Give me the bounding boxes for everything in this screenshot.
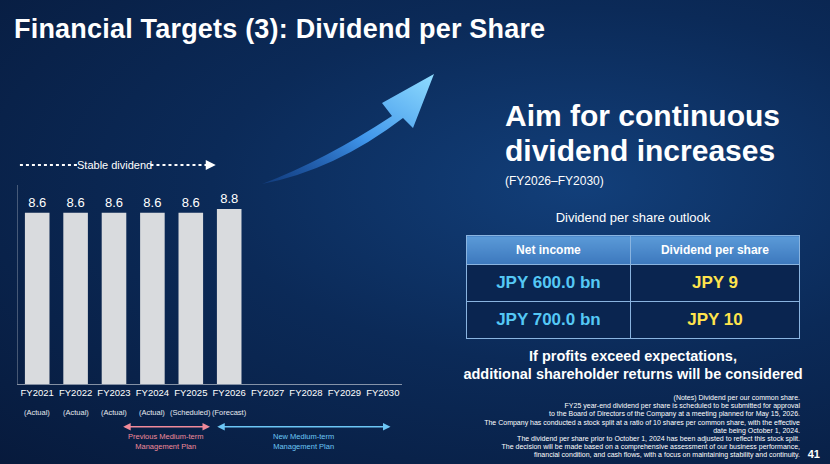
svg-text:8.6: 8.6 <box>105 195 123 210</box>
html-text:Dividend per share outlook: Dividend per share outlook <box>555 210 711 225</box>
html-text:Dividend per share: Dividend per share <box>660 243 769 257</box>
svg-text:FY2030: FY2030 <box>366 387 399 398</box>
svg-text:8.6: 8.6 <box>182 195 200 210</box>
svg-text:(Actual): (Actual) <box>24 408 50 417</box>
html-text:Aim for continuous dividend in: Aim for continuous dividend increases <box>505 99 780 167</box>
html-text:to the Board of Directors of t: to the Board of Directors of the Company… <box>549 410 800 418</box>
svg-text:FY2028: FY2028 <box>289 387 322 398</box>
svg-text:FY2025: FY2025 <box>174 387 207 398</box>
svg-text:FY2021: FY2021 <box>21 387 54 398</box>
html-text:(FY2026–FY2030): (FY2026–FY2030) <box>505 174 604 188</box>
html-text:JPY 9: JPY 9 <box>691 273 738 292</box>
html-text:additional shareholder returns: additional shareholder returns will be c… <box>463 366 803 382</box>
html-text:If profits exceed expectations: If profits exceed expectations, <box>529 348 737 364</box>
svg-text:(Forecast): (Forecast) <box>212 408 247 417</box>
html-text:The decision will be made base: The decision will be made based on a com… <box>501 443 800 451</box>
svg-text:FY2026: FY2026 <box>213 387 246 398</box>
svg-text:8.6: 8.6 <box>67 195 85 210</box>
svg-text:FY2022: FY2022 <box>59 387 92 398</box>
html-text:date being October 1, 2024.: date being October 1, 2024. <box>713 426 800 434</box>
html-text:JPY 700.0 bn: JPY 700.0 bn <box>496 310 601 329</box>
svg-text:(Actual): (Actual) <box>139 408 165 417</box>
html-text:(Notes) Dividend per our commo: (Notes) Dividend per our common share. <box>673 394 800 401</box>
html-text:41: 41 <box>807 448 820 460</box>
svg-text:(Scheduled): (Scheduled) <box>170 408 211 417</box>
html-text:JPY 10: JPY 10 <box>687 310 743 329</box>
svg-text:Previous Medium-termManagement: Previous Medium-termManagement Plan <box>128 432 203 451</box>
svg-text:(Actual): (Actual) <box>63 408 89 417</box>
html-text:The Company has conducted a st: The Company has conducted a stock split … <box>484 418 800 426</box>
svg-text:New Medium-termManagement Plan: New Medium-termManagement Plan <box>273 432 334 451</box>
svg-text:FY2024: FY2024 <box>136 387 169 398</box>
html-text:Financial Targets (3): Dividen: Financial Targets (3): Dividend per Shar… <box>14 14 546 44</box>
svg-text:8.8: 8.8 <box>220 191 238 206</box>
html-text:Net income: Net income <box>516 243 581 257</box>
svg-text:FY2027: FY2027 <box>251 387 284 398</box>
html-text:FY25 year-end dividend per sha: FY25 year-end dividend per share is sche… <box>564 402 800 410</box>
svg-text:(Actual): (Actual) <box>101 408 127 417</box>
svg-text:FY2023: FY2023 <box>97 387 130 398</box>
html-text:The dividend per share prior t: The dividend per share prior to October … <box>517 435 800 442</box>
html-text:financial condition, and cash: financial condition, and cash flows, wit… <box>534 451 800 459</box>
svg-text:Stable dividend: Stable dividend <box>77 159 152 171</box>
svg-text:FY2029: FY2029 <box>328 387 361 398</box>
svg-text:8.6: 8.6 <box>143 195 161 210</box>
svg-text:8.6: 8.6 <box>28 195 46 210</box>
html-text:JPY 600.0 bn: JPY 600.0 bn <box>496 273 601 292</box>
